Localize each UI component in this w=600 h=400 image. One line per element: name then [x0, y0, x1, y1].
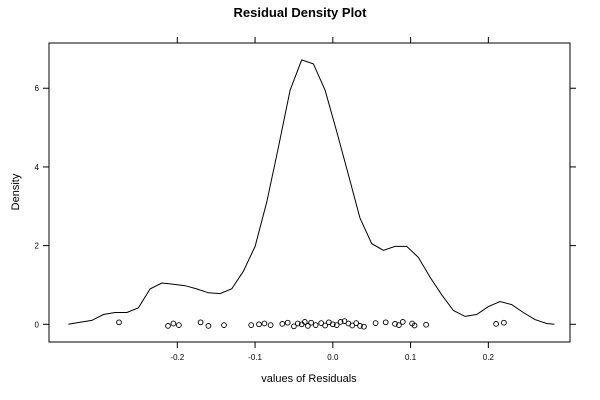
residual-point [392, 321, 398, 327]
residual-point [301, 319, 308, 325]
residual-point [329, 321, 336, 328]
residual-point [423, 321, 429, 328]
x-tick-label: 0.0 [327, 353, 339, 362]
residual-point [305, 323, 311, 329]
residual-point [256, 321, 262, 328]
residual-point [116, 319, 122, 326]
residual-point [501, 319, 507, 326]
residual-point [248, 322, 255, 328]
residual-point [267, 322, 274, 328]
y-tick-label: 4 [35, 163, 40, 172]
residual-point [308, 319, 314, 326]
residual-point [353, 320, 360, 326]
axis-tick-labels: -0.2 -0.1 0.0 0.1 0.2 0 2 4 6 [35, 84, 495, 362]
x-axis-label: values of Residuals [261, 373, 357, 385]
y-tick-label: 0 [35, 320, 40, 329]
residual-point [170, 320, 177, 327]
residual-point [221, 322, 227, 328]
residual-point [361, 323, 367, 330]
chart-title: Residual Density Plot [234, 5, 368, 20]
residual-point [279, 321, 286, 327]
residual-point [284, 319, 291, 326]
residual-point [357, 323, 363, 329]
x-tick-label: 0.1 [405, 353, 417, 362]
y-axis-label: Density [10, 173, 22, 210]
residual-points [116, 318, 507, 330]
plot-frame [48, 42, 571, 343]
residual-point [294, 320, 301, 327]
residual-point [382, 319, 389, 326]
residual-point [396, 322, 402, 328]
residual-point [337, 319, 344, 325]
y-tick-label: 6 [35, 84, 40, 93]
x-tick-label: -0.2 [170, 353, 184, 362]
residual-point [165, 323, 171, 329]
density-curve [68, 59, 555, 325]
x-tick-label: 0.2 [483, 353, 495, 362]
residual-point [372, 320, 379, 326]
y-tick-label: 2 [35, 242, 40, 251]
residual-point [399, 319, 406, 325]
residual-point [493, 321, 499, 327]
residual-point [291, 323, 297, 330]
residual-point [205, 323, 212, 329]
residual-point [322, 322, 328, 329]
residual-point [333, 322, 340, 328]
residual-point [261, 320, 268, 327]
axis-ticks [43, 37, 576, 348]
residual-point [312, 322, 319, 328]
residual-point [176, 322, 182, 328]
x-tick-label: -0.1 [248, 353, 262, 362]
residual-point [197, 319, 204, 326]
residual-point [411, 322, 418, 329]
